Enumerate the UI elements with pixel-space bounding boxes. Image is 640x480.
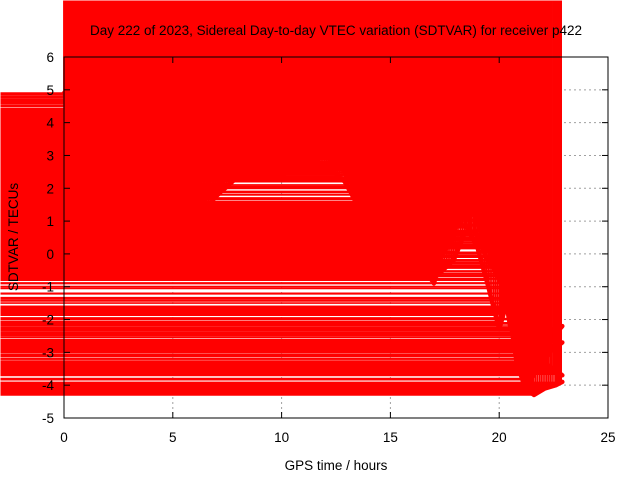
y-tick-label: 0 xyxy=(46,247,54,262)
y-tick-label: 1 xyxy=(46,214,54,229)
chart-title: Day 222 of 2023, Sidereal Day-to-day VTE… xyxy=(90,23,582,38)
series-markers xyxy=(0,0,562,375)
x-tick-label: 20 xyxy=(492,430,507,445)
axis-ticks: -5 -4 -3 -2 -1 0 1 2 3 4 5 6 0 5 10 15 20 25 xyxy=(42,50,616,445)
x-tick-label: 25 xyxy=(600,430,615,445)
x-tick-label: 5 xyxy=(169,430,177,445)
y-tick-label: 2 xyxy=(46,181,54,196)
x-tick-label: 10 xyxy=(274,430,289,445)
series-trace-d xyxy=(0,0,565,378)
y-tick-label: 3 xyxy=(46,148,54,163)
y-tick-label: -3 xyxy=(42,345,54,360)
y-tick-label: 5 xyxy=(46,83,54,98)
y-tick-label: 4 xyxy=(46,116,54,131)
y-tick-label: 6 xyxy=(46,50,54,65)
x-axis-label: GPS time / hours xyxy=(285,458,388,473)
x-tick-label: 15 xyxy=(383,430,398,445)
y-tick-label: -4 xyxy=(42,378,54,393)
plot-frame xyxy=(63,56,609,419)
y-tick-label: -5 xyxy=(42,411,54,426)
y-axis-label: SDTVAR / TECUs xyxy=(6,183,21,292)
y-tick-label: -2 xyxy=(42,313,54,328)
x-tick-label: 0 xyxy=(60,430,68,445)
y-tick-label: -1 xyxy=(42,280,54,295)
data-series xyxy=(0,0,565,398)
